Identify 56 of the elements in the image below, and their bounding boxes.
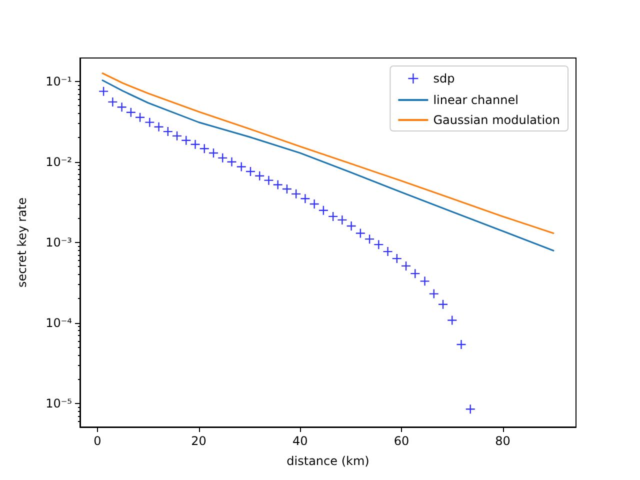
point — [382, 246, 393, 257]
point — [328, 211, 338, 222]
point — [290, 188, 302, 200]
point — [245, 166, 256, 177]
point — [428, 288, 439, 299]
legend-label: linear channel — [433, 93, 518, 107]
point — [318, 205, 329, 216]
point — [337, 214, 348, 226]
point — [400, 260, 412, 272]
point — [410, 268, 420, 279]
y-axis-title: secret key rate — [15, 198, 29, 288]
point — [309, 198, 320, 210]
point — [154, 122, 164, 132]
point — [447, 315, 458, 326]
legend-label: sdp — [433, 72, 455, 86]
y-tick-label: 10⁻¹ — [46, 74, 72, 88]
point — [346, 220, 356, 232]
x-tick-label: 0 — [94, 434, 102, 448]
x-axis-title: distance (km) — [286, 454, 370, 468]
point — [392, 253, 402, 264]
point — [254, 170, 265, 181]
point — [438, 299, 448, 310]
y-tick-label: 10⁻³ — [46, 235, 72, 250]
legend-label: Gaussian modulation — [433, 113, 560, 127]
x-tick-label: 40 — [292, 434, 308, 448]
y-tick-label: 10⁻² — [46, 154, 72, 169]
point — [420, 276, 430, 286]
point — [282, 184, 292, 194]
point — [172, 130, 182, 142]
point — [218, 152, 228, 164]
point — [465, 404, 476, 414]
y-tick-label: 10⁻⁵ — [46, 396, 72, 410]
point — [181, 135, 192, 146]
point — [199, 144, 210, 154]
point — [300, 193, 310, 204]
x-tick-label: 60 — [394, 434, 410, 448]
point — [456, 339, 466, 350]
point — [374, 239, 384, 250]
point — [190, 139, 200, 150]
point — [98, 86, 109, 96]
point — [226, 156, 237, 167]
point — [144, 117, 155, 128]
point — [108, 96, 118, 108]
point — [272, 180, 283, 190]
x-tick-label: 20 — [191, 434, 206, 448]
point — [126, 107, 136, 118]
point — [264, 175, 274, 186]
point — [134, 112, 146, 122]
point — [162, 126, 173, 137]
point — [116, 102, 127, 112]
point — [364, 234, 375, 244]
x-tick-label: 80 — [495, 434, 510, 448]
point — [208, 148, 219, 158]
point — [355, 228, 366, 238]
point — [236, 162, 246, 172]
y-tick-label: 10⁻⁴ — [46, 316, 72, 330]
